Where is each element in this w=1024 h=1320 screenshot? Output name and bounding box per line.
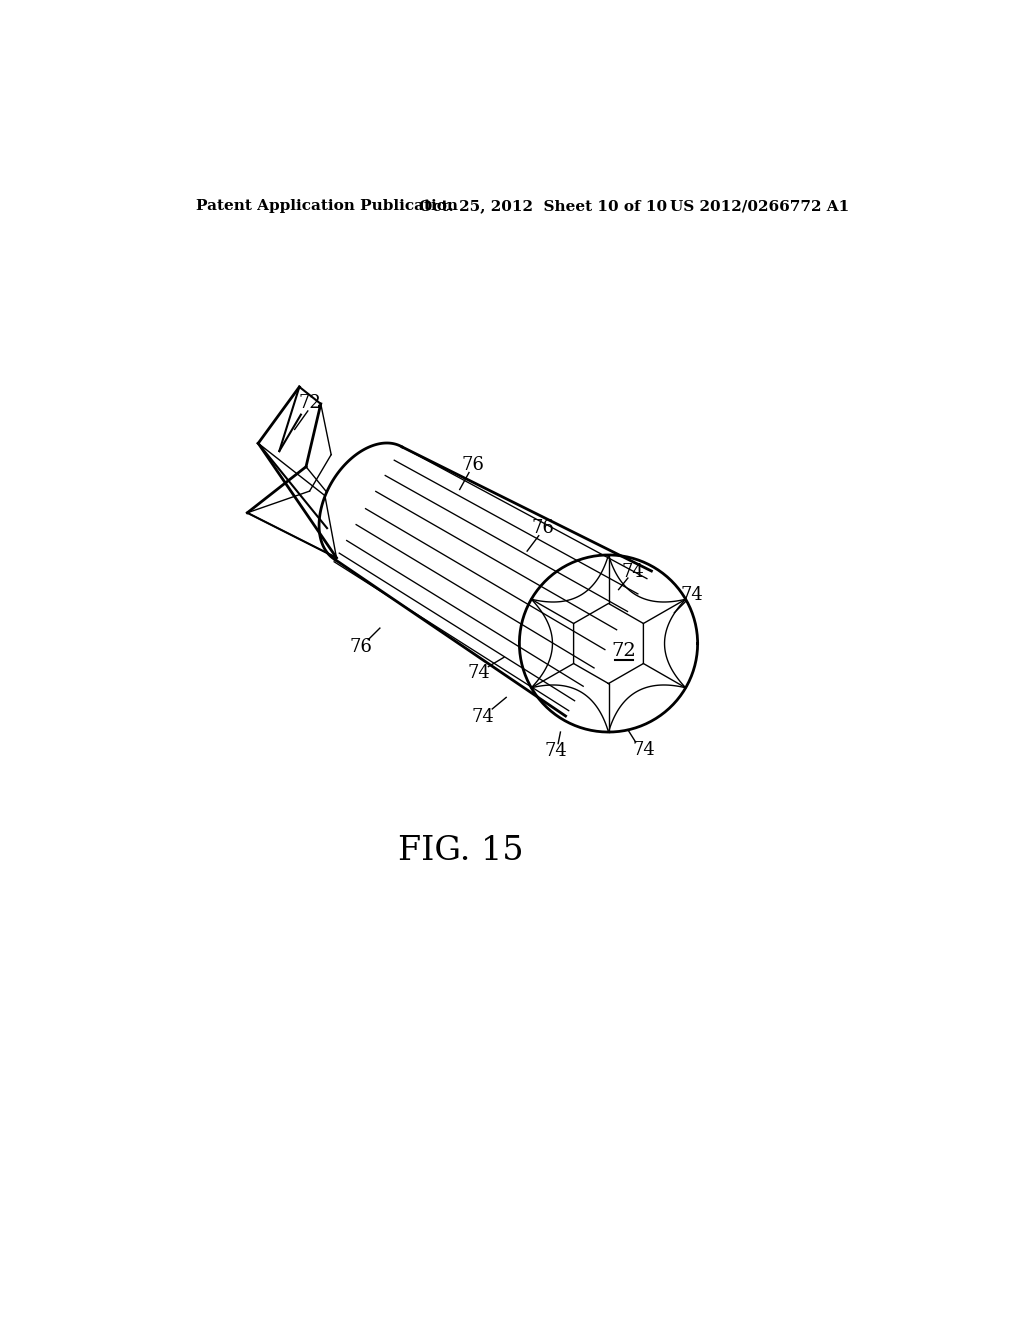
- Text: 72: 72: [299, 395, 322, 412]
- Text: 76: 76: [531, 519, 554, 537]
- Text: 76: 76: [349, 639, 372, 656]
- Text: 74: 74: [622, 562, 645, 581]
- Text: Patent Application Publication: Patent Application Publication: [197, 199, 458, 213]
- Text: 74: 74: [468, 664, 490, 681]
- Text: 74: 74: [681, 586, 703, 605]
- Text: 74: 74: [632, 741, 654, 759]
- Text: 74: 74: [545, 742, 567, 760]
- Text: 74: 74: [472, 708, 495, 726]
- Text: 76: 76: [462, 455, 484, 474]
- Text: 72: 72: [611, 643, 636, 660]
- Text: FIG. 15: FIG. 15: [398, 836, 524, 867]
- Text: US 2012/0266772 A1: US 2012/0266772 A1: [671, 199, 850, 213]
- Text: Oct. 25, 2012  Sheet 10 of 10: Oct. 25, 2012 Sheet 10 of 10: [419, 199, 667, 213]
